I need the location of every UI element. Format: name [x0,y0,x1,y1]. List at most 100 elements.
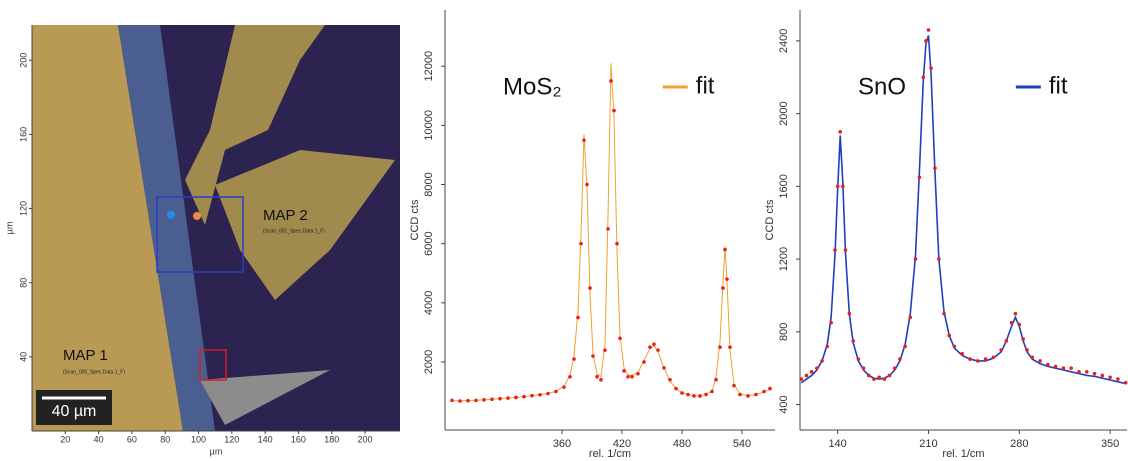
y-tick-label: 1600 [778,174,790,198]
x-tick-label: 180 [324,434,339,444]
chart-title: MoS₂ [503,73,562,100]
data-point [458,399,462,403]
gray-flake [200,370,330,425]
data-point [892,366,897,370]
data-point [595,374,599,379]
x-tick-label: 280 [1010,438,1028,450]
data-point [618,336,622,341]
data-point [983,357,988,361]
data-point [723,247,727,252]
x-tick-label: 540 [733,438,751,450]
data-point [466,398,470,403]
data-point [829,320,833,325]
data-point [609,79,613,83]
map-sublabel: (Scan_000_Spec.Data 1_F) [63,369,125,375]
data-point [686,392,690,397]
data-point [838,130,843,134]
microscope-image: MAP 1 (Scan_000_Spec.Data 1_F) MAP 2 (Sc… [4,25,400,456]
data-point [903,344,907,349]
data-point [474,398,478,403]
data-point [1021,337,1025,341]
data-point [710,389,714,394]
data-point [1108,375,1112,380]
y-tick-label: 2400 [778,29,790,53]
data-point [698,394,702,398]
data-point [692,394,696,398]
y-tick-label: 80 [18,278,28,288]
x-tick-label: 40 [94,434,104,444]
data-point [815,366,819,370]
data-point [576,315,580,320]
x-tick-label: 210 [919,438,937,450]
data-point [599,377,603,382]
data-point [1030,355,1035,360]
data-point [746,394,750,398]
gold-flake [185,25,325,225]
data-point [656,348,660,352]
spot-blue [167,211,175,219]
gold-region [32,25,183,431]
data-point [820,359,824,363]
fit-line [452,63,771,402]
x-tick-label: 140 [258,434,273,444]
data-point [851,339,856,343]
scale-bar-label: 40 µm [52,403,97,420]
data-point [652,342,656,347]
data-point [579,241,583,246]
y-tick-label: 200 [18,53,28,68]
data-point [921,75,926,80]
x-axis-label: µm [210,446,223,456]
data-point [514,395,518,400]
data-point [991,355,996,360]
legend-label: fit [696,72,715,99]
data-point [866,373,871,378]
data-point [482,398,486,402]
data-point [562,385,566,389]
x-tick-label: 20 [60,434,70,444]
scale-bar-box [36,390,112,425]
data-point [582,138,586,142]
data-point [809,370,814,374]
data-point [718,345,722,349]
data-point [942,311,946,316]
x-tick-label: 420 [613,438,631,450]
data-point [825,344,830,349]
data-point [530,393,534,398]
data-point [1013,311,1018,316]
data-point [917,175,922,180]
data-point [498,396,502,401]
data-point [588,286,592,290]
data-point [725,277,729,281]
data-point [799,377,804,381]
y-axis-label: CCD cts [764,199,776,240]
data-point [612,108,616,113]
y-tick-label: 6000 [423,231,435,255]
data-point [908,315,913,320]
map-sublabel: (Scan_001_Spec.Data 1_F) [263,228,325,234]
y-tick-label: 40 [18,352,28,362]
data-point [952,344,957,349]
data-point [833,248,837,252]
data-point [1004,339,1009,343]
data-point [554,389,558,394]
chart-title: SnO [858,73,906,100]
x-tick-label: 80 [160,434,170,444]
data-point [538,393,542,397]
x-tick-label: 140 [828,438,846,450]
map2-box [156,196,244,273]
data-point [615,241,619,246]
data-point [835,184,840,189]
x-tick-label: 350 [1101,438,1119,450]
data-point [1053,364,1058,369]
data-point [490,397,494,402]
y-axis-label: CCD cts [409,199,421,240]
data-point [626,374,630,379]
data-point [887,373,892,378]
data-point [674,386,678,391]
data-point [738,392,742,397]
data-point [1116,377,1120,381]
data-point [861,366,866,370]
data-point [1038,359,1042,363]
y-tick-label: 120 [18,201,28,216]
data-point [754,392,758,397]
